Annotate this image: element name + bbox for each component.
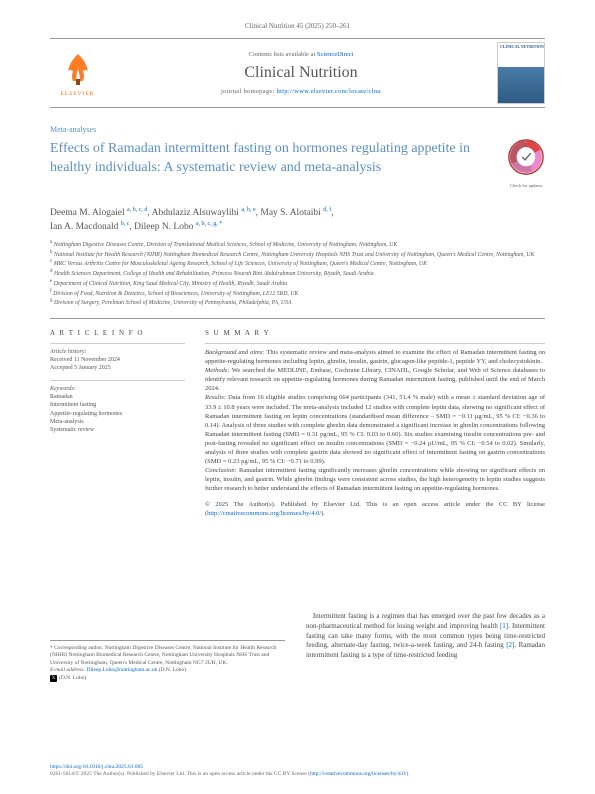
history-label: Article history: xyxy=(50,348,185,356)
check-updates-icon xyxy=(507,138,545,176)
summary-copyright: © 2025 The Author(s). Published by Elsev… xyxy=(205,500,545,518)
cover-title: CLINICAL NUTRITION xyxy=(500,45,544,49)
article-info-column: A R T I C L E I N F O Article history: R… xyxy=(50,329,185,518)
affil-a: Nottingham Digestive Diseases Centre, Di… xyxy=(54,242,398,248)
footer-end: ). xyxy=(406,771,409,777)
journal-title: Clinical Nutrition xyxy=(105,64,497,82)
summary-column: S U M M A R Y Background and aims: This … xyxy=(205,329,545,518)
background-label: Background and aims: xyxy=(205,349,266,356)
affil-e: Department of Clinical Nutrition, King S… xyxy=(54,281,288,287)
email-label: E-mail address: xyxy=(50,667,86,673)
x-handle: (D.N. Lobo) xyxy=(59,675,86,681)
ref-1[interactable]: [1] xyxy=(500,622,508,630)
article-info-heading: A R T I C L E I N F O xyxy=(50,329,185,337)
affil-d: Health Sciences Department, College of H… xyxy=(54,271,374,277)
keyword-1: Ramadan xyxy=(50,393,185,401)
author-5: , Dileep N. Lobo xyxy=(129,223,196,233)
corresponding-author-text: * Corresponding author. Nottingham Diges… xyxy=(50,645,285,667)
article-type: Meta-analyses xyxy=(50,125,96,134)
page-footer: https://doi.org/10.1016/j.clnu.2025.01.0… xyxy=(50,764,545,779)
affil-f: Division of Food, Nutrition & Dietetics,… xyxy=(53,291,298,297)
homepage-prefix: journal homepage: xyxy=(221,88,277,95)
affiliations: a Nottingham Digestive Diseases Centre, … xyxy=(50,240,545,308)
keyword-3: Appetite-regulating hormones xyxy=(50,410,185,418)
keyword-2: Intermittent fasting xyxy=(50,401,185,409)
copyright-end: ). xyxy=(321,510,325,517)
author-1: Deema M. Alogaiel xyxy=(50,208,127,218)
x-icon: 𝕏 xyxy=(50,675,57,682)
author-3: , May S. Alotaibi xyxy=(256,208,324,218)
conclusion-text: Ramadan intermittent fasting significant… xyxy=(205,467,545,492)
elsevier-text: ELSEVIER xyxy=(61,91,95,97)
summary-heading: S U M M A R Y xyxy=(205,329,545,337)
cc-link[interactable]: http://creativecommons.org/licenses/by/4… xyxy=(207,510,321,517)
journal-header-box: ELSEVIER Contents lists available at Sci… xyxy=(50,38,545,108)
footer-copyright: 0261-5614/© 2025 The Author(s). Publishe… xyxy=(50,771,310,777)
article-history: Article history: Received 11 November 20… xyxy=(50,343,185,372)
authors-list: Deema M. Alogaiel a, b, c, d, Abdulaziz … xyxy=(50,206,545,235)
author-2: , Abdulaziz Alsuwaylihi xyxy=(147,208,241,218)
contents-line: Contents lists available at ScienceDirec… xyxy=(105,51,497,58)
article-title: Effects of Ramadan intermittent fasting … xyxy=(50,140,495,178)
check-updates-badge[interactable]: Check for updates xyxy=(507,138,545,176)
footer-cc-link[interactable]: http://creativecommons.org/licenses/by/4… xyxy=(310,771,406,777)
author-5-affil: a, b, c, g, * xyxy=(196,221,222,227)
check-updates-text: Check for updates xyxy=(507,183,545,188)
keyword-5: Systematic review xyxy=(50,426,185,434)
sciencedirect-link[interactable]: ScienceDirect xyxy=(317,51,353,58)
journal-center: Contents lists available at ScienceDirec… xyxy=(105,51,497,95)
contents-prefix: Contents lists available at xyxy=(249,51,317,58)
homepage-line: journal homepage: http://www.elsevier.co… xyxy=(105,88,497,95)
accepted-date: Accepted 5 January 2025 xyxy=(50,364,185,372)
introduction-text: Intermittent fasting is a regimen that h… xyxy=(306,612,545,661)
author-3-affil: d, f xyxy=(323,207,331,213)
keyword-4: Meta-analysis xyxy=(50,418,185,426)
results-label: Results: xyxy=(205,394,228,401)
keywords-label: Keywords: xyxy=(50,385,185,393)
methods-label: Methods: xyxy=(205,367,232,374)
results-text: Data from 16 eligible studies comprising… xyxy=(205,394,545,465)
journal-cover-thumbnail: CLINICAL NUTRITION xyxy=(497,42,545,104)
conclusion-label: Conclusion: xyxy=(205,467,239,474)
email-link[interactable]: Dileep.Lobo@nottingham.ac.uk xyxy=(86,667,157,673)
corresponding-footnote: * Corresponding author. Nottingham Diges… xyxy=(50,640,285,682)
summary-text: Background and aims: This systematic rev… xyxy=(205,343,545,494)
keywords-block: Keywords: Ramadan Intermittent fasting A… xyxy=(50,380,185,434)
methods-text: We searched the MEDLINE, Embase, Cochran… xyxy=(205,367,545,392)
affil-c: MRC Versus Arthritis Centre for Musculos… xyxy=(54,261,427,267)
elsevier-logo: ELSEVIER xyxy=(50,43,105,103)
affil-g: Division of Surgery, Perelman School of … xyxy=(54,300,292,306)
citation-header: Clinical Nutrition 45 (2025) 250–261 xyxy=(0,22,595,30)
received-date: Received 11 November 2024 xyxy=(50,356,185,364)
info-columns: A R T I C L E I N F O Article history: R… xyxy=(50,318,545,518)
elsevier-tree-icon xyxy=(58,49,98,89)
affil-b: National Institute for Health Research (… xyxy=(54,252,534,258)
email-name: (D.N. Lobo). xyxy=(157,667,187,673)
homepage-link[interactable]: http://www.elsevier.com/locate/clnu xyxy=(277,88,381,95)
author-4: Ian A. Macdonald xyxy=(50,223,121,233)
author-2-affil: a, b, e xyxy=(241,207,255,213)
author-1-affil: a, b, c, d xyxy=(127,207,147,213)
